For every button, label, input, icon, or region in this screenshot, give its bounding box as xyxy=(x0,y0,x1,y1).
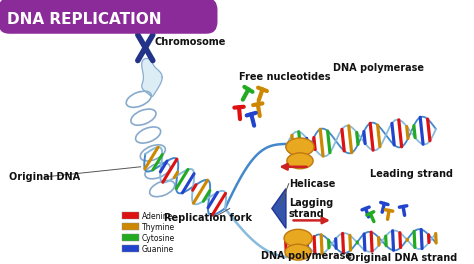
Text: DNA polymerase: DNA polymerase xyxy=(333,63,424,73)
Text: DNA polymerase: DNA polymerase xyxy=(261,251,352,261)
Ellipse shape xyxy=(287,153,313,169)
Ellipse shape xyxy=(286,138,314,156)
Ellipse shape xyxy=(284,229,312,247)
Text: Chromosome: Chromosome xyxy=(155,37,226,47)
FancyBboxPatch shape xyxy=(122,245,139,252)
Text: Leading strand: Leading strand xyxy=(370,169,453,179)
Text: Replication fork: Replication fork xyxy=(164,213,252,223)
FancyBboxPatch shape xyxy=(122,213,139,219)
Text: Lagging
strand: Lagging strand xyxy=(289,198,333,219)
Polygon shape xyxy=(272,188,286,228)
Text: Thymine: Thymine xyxy=(142,223,175,232)
Text: DNA REPLICATION: DNA REPLICATION xyxy=(8,12,162,27)
Polygon shape xyxy=(142,58,162,96)
FancyBboxPatch shape xyxy=(122,234,139,241)
Ellipse shape xyxy=(285,244,311,260)
Text: Adenine: Adenine xyxy=(142,213,173,221)
FancyBboxPatch shape xyxy=(122,223,139,230)
Text: Cytosine: Cytosine xyxy=(142,234,175,243)
Text: Guanine: Guanine xyxy=(142,245,173,254)
Text: Helicase: Helicase xyxy=(289,179,335,189)
FancyBboxPatch shape xyxy=(0,0,218,34)
Text: Original DNA: Original DNA xyxy=(9,172,81,182)
Text: Original DNA strand: Original DNA strand xyxy=(347,253,457,263)
Text: Free nucleotides: Free nucleotides xyxy=(239,72,330,82)
